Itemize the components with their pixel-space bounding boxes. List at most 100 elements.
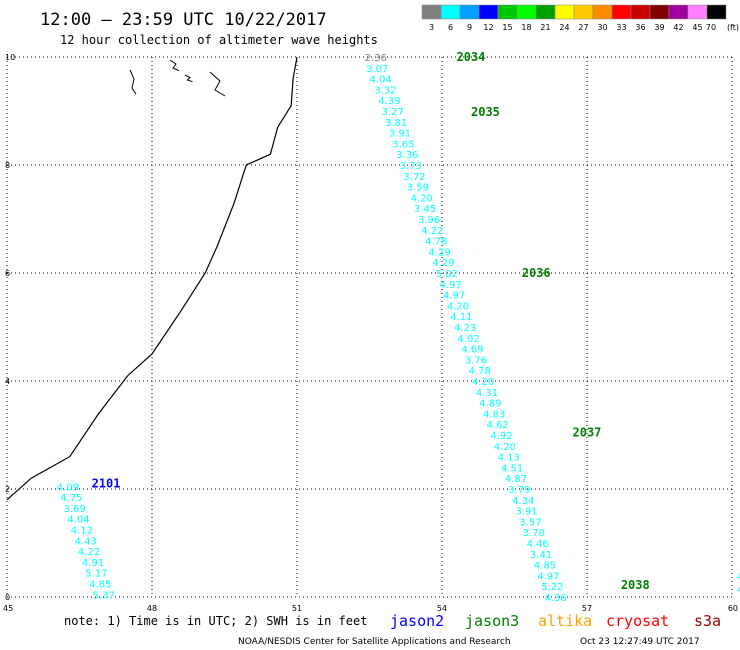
pass-time-label: 2034 [457, 50, 486, 64]
scale-label: 39 [654, 23, 664, 32]
scale-label: 30 [597, 23, 607, 32]
scale-swatch [554, 4, 575, 20]
swh-value-label: 3.07 [366, 64, 388, 75]
satellite-cryosat: cryosat [606, 612, 669, 630]
swh-value-label: 5.17 [85, 569, 107, 580]
scale-swatch [516, 4, 537, 20]
scale-label: 42 [673, 23, 683, 32]
footer-credit: NOAA/NESDIS Center for Satellite Applica… [238, 637, 511, 647]
swh-value-label: 4.04 [67, 515, 89, 526]
swh-value-label: 4.62 [486, 420, 508, 431]
swh-value-label: 4.20 [472, 377, 494, 388]
y-tick-label: 2 [5, 485, 10, 494]
satellite-altika: altika [538, 612, 592, 630]
note-text: note: 1) Time is in UTC; 2) SWH is in fe… [64, 614, 367, 628]
swh-value-label: 4.78 [425, 237, 447, 248]
scale-label: 21 [540, 23, 550, 32]
swh-value-label: 3.81 [385, 118, 407, 129]
swh-value-label: 4.69 [461, 345, 483, 356]
swh-value-label: 4.29 [432, 258, 454, 269]
axis-ticks: 45 48 51 54 57 60 0 2 4 6 8 10 [3, 53, 738, 613]
swh-value-label: 4.46 [527, 539, 549, 550]
coastline-path [6, 56, 298, 501]
swh-value-label: 3.32 [374, 85, 396, 96]
swh-value-label: 3.96 [418, 215, 440, 226]
swh-value-label: 4.97 [440, 280, 462, 291]
swh-value-label: 4.97 [443, 291, 465, 302]
swh-value-label: 4.91 [82, 558, 104, 569]
pass-time-label: 2037 [573, 425, 602, 439]
scale-swatch [592, 4, 613, 20]
scale-label: 12 [483, 23, 493, 32]
swh-value-label: 4.02 [457, 334, 479, 345]
swh-value-label: 3.73 [399, 161, 421, 172]
y-tick-label: 10 [5, 53, 15, 62]
swh-value-label: 4.23 [454, 323, 476, 334]
y-tick-label: 4 [5, 377, 10, 386]
swh-value-label: 4.87 [505, 474, 527, 485]
scale-unit: (ft) [727, 23, 739, 32]
scale-label: 45 [692, 23, 702, 32]
x-tick-label: 54 [437, 604, 447, 613]
swh-value-label: 3.79 [508, 485, 530, 496]
swh-value-label: 4.13 [498, 453, 520, 464]
swh-value-label: 4.83 [483, 409, 505, 420]
swh-value-label: 4.20 [411, 193, 433, 204]
swh-value-label: 4 [737, 585, 740, 596]
scale-swatch [611, 4, 632, 20]
chart-subtitle: 12 hour collection of altimeter wave hei… [60, 33, 378, 47]
scale-swatch [649, 4, 670, 20]
swh-value-label: 4.09 [57, 482, 79, 493]
swh-value-label: 3.27 [382, 107, 404, 118]
swh-value-label: 3.36 [396, 150, 418, 161]
chart-title: 12:00 – 23:59 UTC 10/22/2017 [40, 10, 327, 30]
y-tick-label: 6 [5, 269, 10, 278]
x-tick-label: 57 [582, 604, 592, 613]
scale-label: 3 [429, 23, 434, 32]
swh-value-label: 3.57 [519, 517, 541, 528]
swh-value-label: 4.85 [89, 580, 111, 591]
scale-swatch [687, 4, 708, 20]
island-outline [209, 71, 226, 97]
scale-swatch [668, 4, 689, 20]
swh-value-label: 3.69 [64, 504, 86, 515]
swh-value-label: 2.36 [365, 53, 387, 64]
swh-value-label: 5.22 [541, 582, 563, 593]
satellite-jason3: jason3 [465, 612, 519, 630]
swh-value-label: 4 [737, 571, 740, 582]
scale-label: 33 [616, 23, 626, 32]
swh-value-label: 4.89 [479, 399, 501, 410]
pass-time-label: 2035 [471, 105, 500, 119]
scale-label: 9 [467, 23, 472, 32]
scale-label: 24 [559, 23, 569, 32]
swh-value-label: 4.04 [370, 75, 392, 86]
swh-value-label: 3.91 [515, 507, 537, 518]
swh-value-label: 3.45 [414, 204, 436, 215]
swh-value-label: 4.34 [512, 496, 534, 507]
scale-swatch [478, 4, 499, 20]
scale-swatch [440, 4, 461, 20]
scale-label: 18 [521, 23, 531, 32]
swh-value-label: 4.85 [534, 561, 556, 572]
swh-value-label: 4.31 [476, 388, 498, 399]
pass-time-label: 2036 [522, 266, 551, 280]
scale-swatch [630, 4, 651, 20]
x-tick-label: 60 [728, 604, 738, 613]
swh-value-label: 4.51 [501, 463, 523, 474]
y-tick-label: 0 [5, 593, 10, 602]
swh-value-label: 4.36 [544, 593, 566, 604]
footer-timestamp: Oct 23 12:27:49 UTC 2017 [580, 637, 700, 647]
swh-value-label: 3.91 [389, 129, 411, 140]
scale-label: 27 [578, 23, 588, 32]
swh-value-label: 4.29 [428, 247, 450, 258]
swh-value-label: 4.78 [469, 366, 491, 377]
swh-value-label: 3.65 [392, 139, 414, 150]
swh-value-label: 3.70 [523, 528, 545, 539]
satellite-jason2: jason2 [390, 612, 444, 630]
x-tick-label: 51 [292, 604, 302, 613]
island-outline [169, 59, 180, 72]
swh-value-label: 4.22 [421, 226, 443, 237]
scale-swatch [459, 4, 480, 20]
swh-value-label: 3.59 [407, 183, 429, 194]
